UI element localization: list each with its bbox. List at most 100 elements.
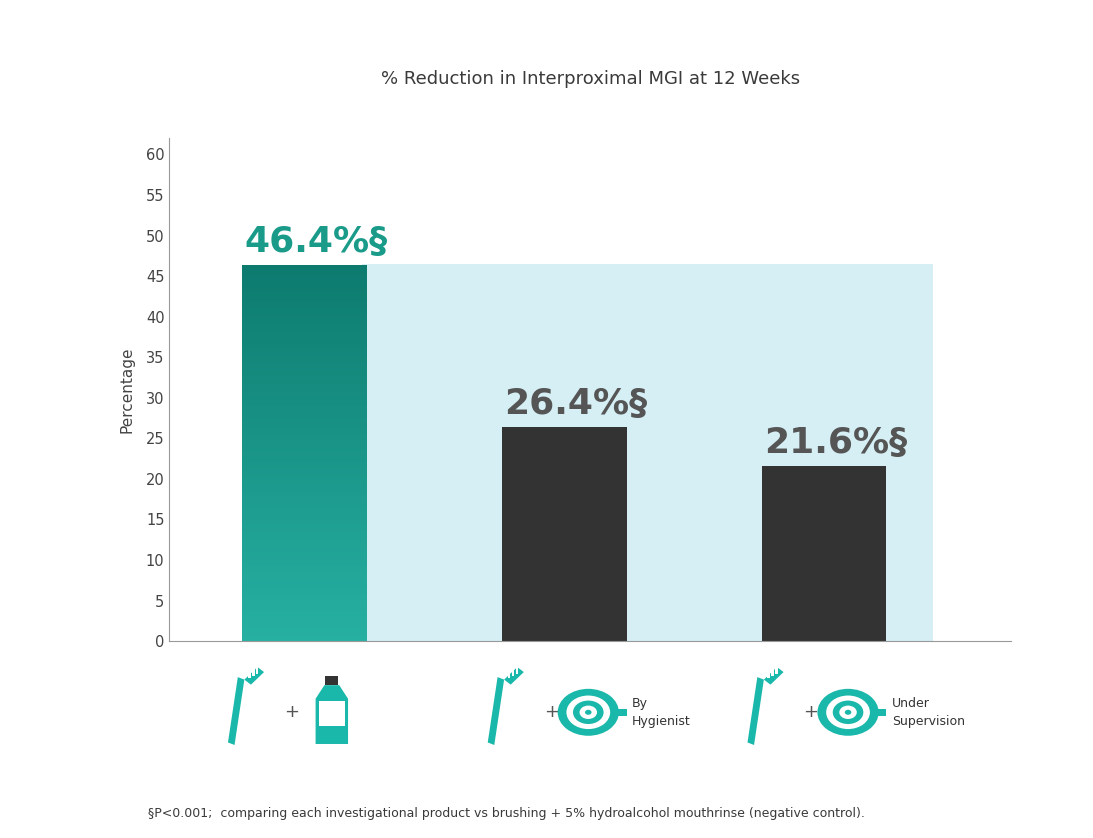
Bar [243,519,367,522]
Bar [243,283,367,287]
Bar [243,443,367,447]
Bar [243,522,367,525]
Bar [243,569,367,572]
Bar [243,274,367,277]
Bar [243,628,367,632]
Bar [243,334,367,337]
Bar [243,434,367,437]
Bar [243,308,367,312]
Bar [243,468,367,472]
Bar [243,318,367,321]
Bar [243,384,367,387]
Bar [243,465,367,468]
Bar [243,616,367,619]
Bar [243,409,367,412]
Bar [243,280,367,283]
Bar [243,362,367,365]
Bar [243,290,367,293]
Bar [243,337,367,340]
Bar [243,634,367,638]
Bar [243,265,367,268]
Bar [243,368,367,371]
Bar [243,603,367,607]
Bar [243,613,367,616]
Bar [243,512,367,515]
Text: +: + [284,703,298,722]
Bar [243,355,367,359]
Bar [243,292,367,296]
Y-axis label: Percentage: Percentage [120,346,134,433]
Bar [502,427,626,641]
Text: 26.4%§: 26.4%§ [505,387,648,422]
Text: 46.4%§: 46.4%§ [245,225,388,259]
Bar [243,287,367,290]
Bar [243,447,367,450]
Bar [243,400,367,403]
Bar [243,422,367,425]
Bar [243,572,367,575]
Bar [243,324,367,328]
Bar [243,487,367,490]
Bar [243,393,367,396]
Bar [243,562,367,566]
Bar [362,264,933,641]
Bar [243,268,367,271]
Bar [243,490,367,494]
Bar [243,296,367,299]
Bar [243,553,367,556]
Bar [243,315,367,318]
Bar [243,321,367,324]
Bar [243,453,367,456]
Bar [243,481,367,484]
Bar [243,531,367,535]
Bar [243,607,367,610]
Bar [243,544,367,547]
Bar [243,541,367,544]
Bar [243,343,367,346]
Bar [243,387,367,391]
Bar [243,415,367,418]
Bar [243,377,367,380]
Bar [243,494,367,497]
Bar [243,525,367,528]
Bar [243,510,367,513]
Bar [243,484,367,488]
Bar [243,503,367,506]
Bar [243,305,367,308]
Bar [243,450,367,453]
Bar [243,528,367,531]
Bar [243,390,367,393]
Bar [243,575,367,578]
Text: By
Hygienist: By Hygienist [632,697,691,727]
Bar [243,591,367,594]
Text: +: + [543,703,559,722]
Bar [243,597,367,600]
Bar [243,402,367,406]
Bar [243,371,367,375]
Bar [243,299,367,303]
Bar [243,456,367,459]
Bar [243,497,367,500]
Bar [243,600,367,603]
Bar [243,440,367,443]
Bar [243,340,367,344]
Bar [243,582,367,585]
Bar [243,499,367,503]
Bar [243,437,367,441]
Bar [243,349,367,353]
Bar [243,380,367,384]
Bar [243,425,367,428]
Bar [243,619,367,623]
Bar [243,560,367,562]
Bar [243,556,367,560]
Text: §P<0.001;  comparing each investigational product vs brushing + 5% hydroalcohol : §P<0.001; comparing each investigational… [148,806,865,820]
Bar [243,537,367,541]
Bar [243,547,367,550]
Bar [243,330,367,334]
Text: Under
Supervision: Under Supervision [892,697,965,727]
Bar [243,277,367,281]
Bar [243,365,367,368]
Bar [243,638,367,641]
Bar [243,271,367,274]
Bar [243,418,367,422]
